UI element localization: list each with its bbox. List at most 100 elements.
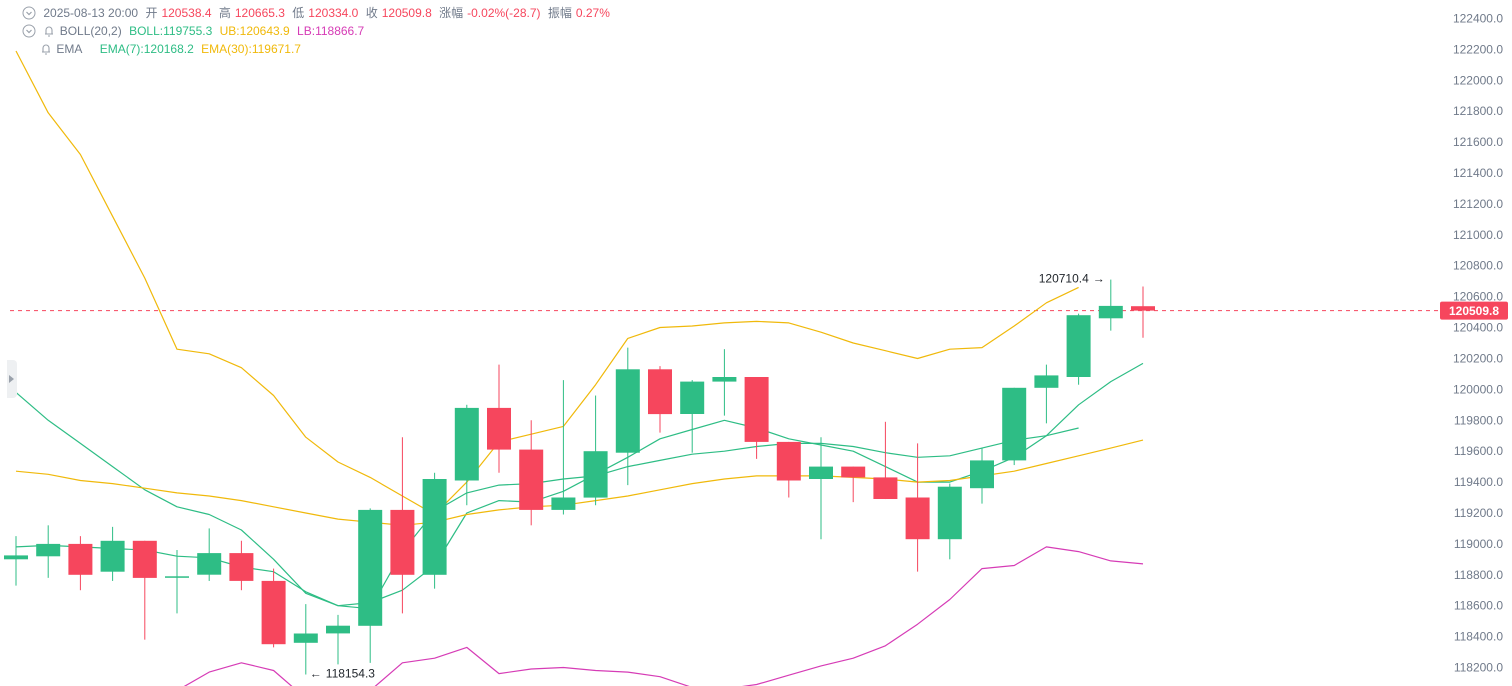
- candle[interactable]: [68, 536, 93, 591]
- arrow-left-icon: ←: [310, 667, 322, 681]
- ema30-label: EMA(30):: [201, 42, 252, 56]
- candle[interactable]: [487, 364, 511, 473]
- candle[interactable]: [132, 540, 157, 640]
- high-annotation-value: 120710.4: [1039, 272, 1089, 286]
- high-annotation: 120710.4 →: [1039, 272, 1105, 286]
- candle-body: [390, 509, 415, 575]
- price-axis-tick-label: 122000.0: [1453, 73, 1503, 87]
- price-axis-tick-label: 119600.0: [1454, 444, 1503, 458]
- candle[interactable]: [197, 528, 222, 581]
- candle-body: [776, 441, 801, 481]
- price-axis-tick-label: 120400.0: [1453, 321, 1503, 335]
- candle-body: [809, 466, 833, 479]
- candle[interactable]: [422, 472, 447, 589]
- open-label: 开: [145, 6, 158, 20]
- candle[interactable]: [326, 614, 350, 665]
- extreme-annotations: 120710.4 → ← 118154.3: [310, 272, 1105, 681]
- panel-collapse-tab[interactable]: [7, 360, 17, 398]
- candle[interactable]: [390, 437, 415, 614]
- candle-body: [1002, 387, 1027, 461]
- ohlc-header: 2025-08-13 20:00 开 120538.4 高 120665.3 低 12…: [22, 5, 614, 21]
- candle[interactable]: [583, 395, 608, 506]
- candle-body: [165, 576, 189, 578]
- boll-name: BOLL(20,2): [59, 24, 122, 38]
- candle-body: [422, 479, 447, 575]
- close-value: 120509.8: [381, 6, 432, 20]
- candle-body: [326, 625, 350, 634]
- candle[interactable]: [36, 525, 61, 578]
- candle[interactable]: [809, 437, 833, 540]
- price-axis-tick-label: 121600.0: [1453, 135, 1503, 149]
- bell-icon[interactable]: [40, 42, 52, 56]
- candle[interactable]: [1034, 364, 1059, 424]
- candle-body: [261, 580, 286, 645]
- price-axis-tick-label: 120800.0: [1453, 259, 1503, 273]
- boll-ub-number: 120643.9: [239, 24, 290, 38]
- candle-body: [551, 497, 576, 510]
- boll-mid-label: BOLL:: [129, 24, 164, 38]
- candle[interactable]: [454, 404, 479, 506]
- candle[interactable]: [229, 540, 254, 591]
- price-axis-tick-label: 119000.0: [1454, 537, 1503, 551]
- candle[interactable]: [1002, 387, 1027, 466]
- price-axis-tick-label: 121800.0: [1453, 104, 1503, 118]
- arrow-right-icon: →: [1093, 272, 1105, 286]
- candle[interactable]: [680, 380, 705, 453]
- candle[interactable]: [551, 380, 576, 515]
- candle[interactable]: [776, 441, 801, 498]
- candle[interactable]: [873, 421, 898, 500]
- candle[interactable]: [937, 483, 962, 560]
- boll-ub-label: UB:: [219, 24, 240, 38]
- last-price-tag-text: 120509.8: [1449, 304, 1499, 318]
- candle[interactable]: [841, 466, 866, 503]
- candle[interactable]: [970, 448, 994, 504]
- chevron-toggle-icon[interactable]: [22, 24, 36, 38]
- ema7-label: EMA(7):: [99, 42, 144, 56]
- candle[interactable]: [358, 508, 383, 663]
- candle[interactable]: [1066, 313, 1091, 385]
- price-axis[interactable]: 118200.0 118400.0 118600.0 118800.0 119000.0…: [1440, 12, 1508, 675]
- candle[interactable]: [100, 526, 125, 581]
- candle-body: [293, 633, 318, 643]
- candle-body: [100, 540, 125, 572]
- candle[interactable]: [293, 604, 318, 675]
- price-axis-tick-label: 121000.0: [1453, 228, 1503, 242]
- candle[interactable]: [615, 347, 640, 486]
- candle-body: [1098, 305, 1123, 319]
- low-annotation-text: ← 118154.3: [310, 667, 375, 681]
- price-axis-tick-label: 119800.0: [1454, 413, 1503, 427]
- candle[interactable]: [744, 376, 769, 459]
- price-axis-tick-label: 118200.0: [1454, 660, 1503, 674]
- candle[interactable]: [648, 366, 672, 433]
- candle[interactable]: [4, 536, 28, 586]
- candle-body: [744, 377, 769, 442]
- candle-body: [68, 543, 93, 575]
- candle-body: [1131, 306, 1155, 311]
- candle-body: [358, 509, 383, 626]
- candle[interactable]: [165, 550, 189, 614]
- bell-icon[interactable]: [43, 24, 55, 38]
- candle[interactable]: [519, 420, 544, 526]
- candle[interactable]: [1098, 279, 1123, 331]
- price-axis-tick-label: 120000.0: [1453, 382, 1503, 396]
- candle-body: [487, 407, 511, 450]
- candle-body: [1034, 375, 1059, 388]
- chevron-toggle-icon[interactable]: [22, 6, 36, 20]
- candle[interactable]: [905, 443, 930, 572]
- ema30-line: [15, 439, 1144, 526]
- candle-body: [1066, 315, 1091, 377]
- candle[interactable]: [1131, 286, 1155, 338]
- candle-body: [873, 477, 898, 499]
- boll-lb-value: LB:118866.7: [297, 24, 364, 38]
- low-value: 120334.0: [308, 6, 359, 20]
- ema7-value: EMA(7):120168.2: [100, 42, 194, 56]
- price-axis-tick-label: 119400.0: [1454, 475, 1503, 489]
- boll-middle-line: [15, 391, 1079, 610]
- high-label: 高: [218, 6, 231, 20]
- candle-body: [583, 451, 608, 498]
- candle-body: [615, 369, 640, 453]
- candle[interactable]: [261, 568, 286, 648]
- candle[interactable]: [712, 349, 737, 416]
- candles[interactable]: [4, 279, 1155, 675]
